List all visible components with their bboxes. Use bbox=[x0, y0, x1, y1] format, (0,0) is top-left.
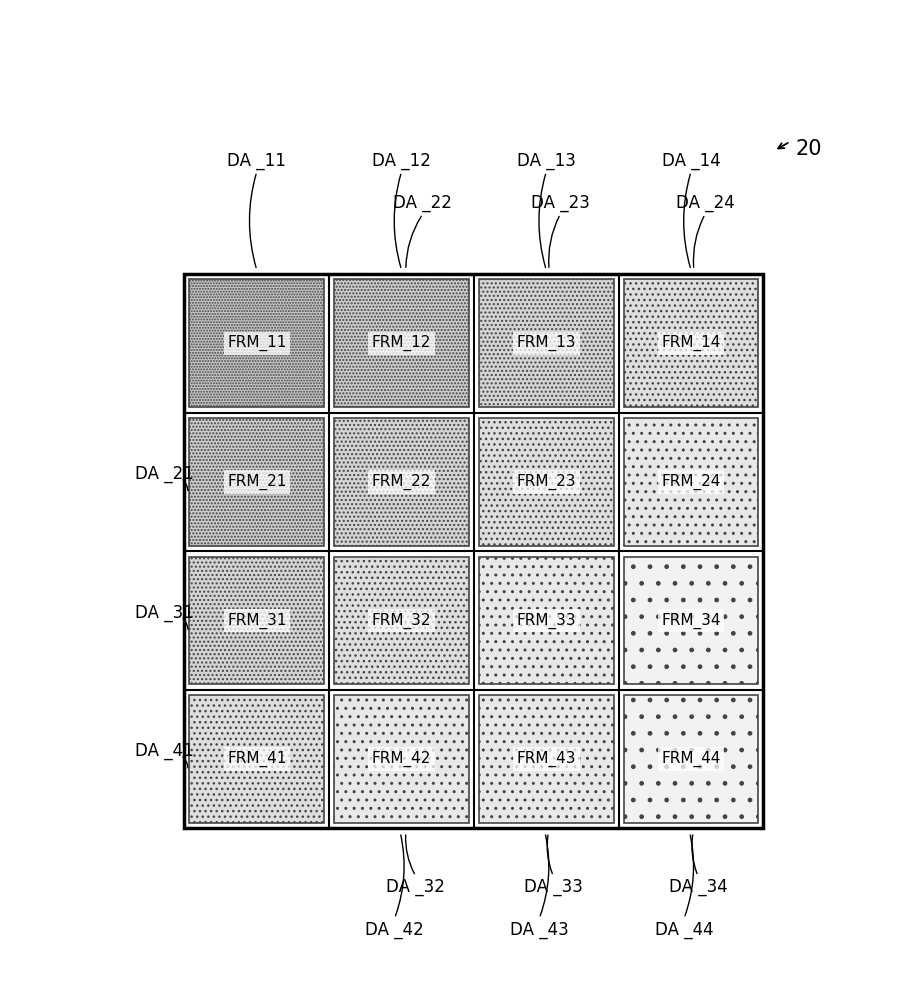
Text: FRM_14: FRM_14 bbox=[661, 335, 721, 351]
Text: FRM_22: FRM_22 bbox=[372, 474, 431, 490]
Bar bbox=[334, 279, 469, 407]
Text: DA _14: DA _14 bbox=[661, 152, 721, 170]
Text: DA _21: DA _21 bbox=[135, 465, 194, 483]
Text: FRM_11: FRM_11 bbox=[227, 335, 287, 351]
Bar bbox=[624, 557, 759, 684]
Text: DA _44: DA _44 bbox=[655, 921, 713, 939]
Text: FRM_12: FRM_12 bbox=[372, 335, 431, 351]
Text: DA _43: DA _43 bbox=[510, 921, 568, 939]
Bar bbox=[189, 695, 324, 823]
Bar bbox=[185, 274, 763, 828]
Bar bbox=[189, 418, 324, 546]
Text: DA _24: DA _24 bbox=[676, 194, 734, 212]
Text: DA _22: DA _22 bbox=[394, 194, 452, 212]
Text: DA _31: DA _31 bbox=[135, 604, 194, 622]
Text: FRM_44: FRM_44 bbox=[661, 751, 721, 767]
Bar bbox=[479, 695, 614, 823]
Bar bbox=[479, 418, 614, 546]
Text: FRM_43: FRM_43 bbox=[517, 751, 576, 767]
Text: FRM_34: FRM_34 bbox=[661, 612, 721, 629]
Text: DA _42: DA _42 bbox=[365, 921, 424, 939]
Text: 20: 20 bbox=[795, 139, 822, 159]
Bar bbox=[624, 695, 759, 823]
Bar bbox=[479, 557, 614, 684]
Text: DA _32: DA _32 bbox=[386, 878, 445, 896]
Text: FRM_31: FRM_31 bbox=[227, 612, 287, 629]
Text: DA _11: DA _11 bbox=[228, 152, 286, 170]
Text: FRM_21: FRM_21 bbox=[227, 474, 287, 490]
Text: DA _13: DA _13 bbox=[517, 152, 576, 170]
Text: FRM_24: FRM_24 bbox=[661, 474, 721, 490]
Text: DA _33: DA _33 bbox=[524, 878, 583, 896]
Text: FRM_32: FRM_32 bbox=[372, 612, 431, 629]
Bar bbox=[479, 279, 614, 407]
Bar bbox=[334, 557, 469, 684]
Text: DA _34: DA _34 bbox=[669, 878, 728, 896]
Bar bbox=[624, 418, 759, 546]
Text: DA _23: DA _23 bbox=[531, 194, 590, 212]
Text: DA _41: DA _41 bbox=[135, 742, 194, 760]
Text: DA _12: DA _12 bbox=[372, 152, 431, 170]
Text: FRM_13: FRM_13 bbox=[517, 335, 576, 351]
Text: FRM_42: FRM_42 bbox=[372, 751, 431, 767]
Bar bbox=[624, 279, 759, 407]
Text: FRM_33: FRM_33 bbox=[517, 612, 576, 629]
Text: FRM_41: FRM_41 bbox=[227, 751, 287, 767]
Bar bbox=[334, 418, 469, 546]
Bar bbox=[334, 695, 469, 823]
Bar bbox=[189, 557, 324, 684]
Text: FRM_23: FRM_23 bbox=[517, 474, 576, 490]
Bar bbox=[189, 279, 324, 407]
